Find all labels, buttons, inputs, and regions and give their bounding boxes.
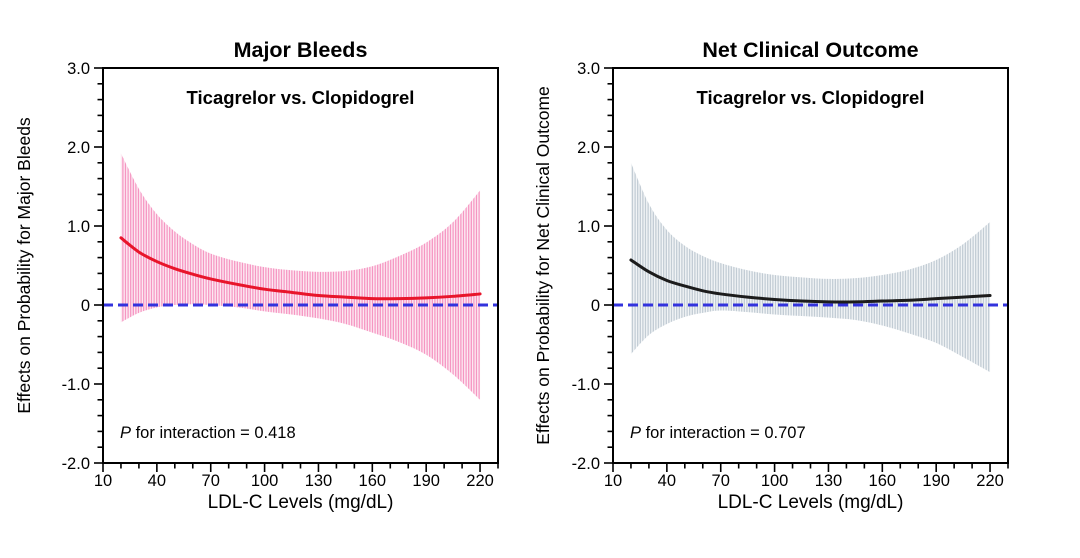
x-axis-tick-label: 40 [148, 472, 166, 490]
y-axis-title: Effects on Probability for Major Bleeds [14, 117, 34, 414]
plot-box [102, 67, 499, 464]
chart-subtitle: Ticagrelor vs. Clopidogrel [187, 87, 415, 108]
x-axis-tick-label: 40 [658, 472, 676, 490]
x-axis-tick-label: 70 [202, 472, 220, 490]
y-axis-tick-label: 1.0 [577, 218, 600, 236]
confidence-interval-band [630, 162, 991, 373]
x-axis-tick-label: 100 [761, 472, 789, 490]
x-axis-tick-label: 220 [976, 472, 1004, 490]
chart-subtitle: Ticagrelor vs. Clopidogrel [697, 87, 925, 108]
y-axis-tick-label: 3.0 [67, 60, 90, 78]
x-axis-tick-label: 160 [359, 472, 387, 490]
p-value-annotation: P for interaction = 0.707 [630, 424, 806, 442]
x-axis-tick-label: 160 [869, 472, 897, 490]
estimate-curve [629, 258, 992, 304]
x-axis-title: LDL-C Levels (mg/dL) [718, 492, 904, 513]
y-axis-tick-label: -2.0 [62, 455, 90, 473]
x-axis-tick-label: 190 [412, 472, 440, 490]
y-axis-tick-label: -2.0 [572, 455, 600, 473]
y-axis-tick-label: 2.0 [577, 139, 600, 157]
chart-net-clinical-outcome: 10 40 70 100 130 160 190 220 -2.0 -1.0 0 1.0 2.0 3.0 N… [533, 38, 1009, 513]
x-axis-tick-label: 70 [712, 472, 730, 490]
y-axis-tick-label: -1.0 [572, 376, 600, 394]
plot-box [612, 67, 1009, 464]
y-axis-tick-label: -1.0 [62, 376, 90, 394]
x-axis-tick-label: 130 [305, 472, 333, 490]
x-axis-title: LDL-C Levels (mg/dL) [208, 492, 394, 513]
chart-title: Net Clinical Outcome [702, 38, 918, 62]
y-axis-tick-label: 1.0 [67, 218, 90, 236]
p-value-annotation: P for interaction = 0.418 [120, 424, 296, 442]
x-axis-tick-label: 100 [251, 472, 279, 490]
x-axis-tick-label: 10 [94, 472, 112, 490]
y-axis-tick-label: 0 [81, 297, 90, 315]
chart-title: Major Bleeds [234, 38, 368, 62]
y-axis-tick-label: 3.0 [577, 60, 600, 78]
x-axis-tick-label: 10 [604, 472, 622, 490]
y-axis-title: Effects on Probability for Net Clinical … [533, 86, 553, 445]
confidence-interval-band [120, 153, 481, 400]
y-axis-tick-label: 0 [591, 297, 600, 315]
chart-major-bleeds: 10 40 70 100 130 160 190 220 -2.0 -1.0 0 1.0 2.0 3.0 M… [14, 38, 499, 513]
x-axis-tick-label: 130 [815, 472, 843, 490]
estimate-curve [119, 236, 482, 301]
x-axis-tick-label: 190 [922, 472, 950, 490]
y-axis-tick-label: 2.0 [67, 139, 90, 157]
x-axis-tick-label: 220 [466, 472, 494, 490]
